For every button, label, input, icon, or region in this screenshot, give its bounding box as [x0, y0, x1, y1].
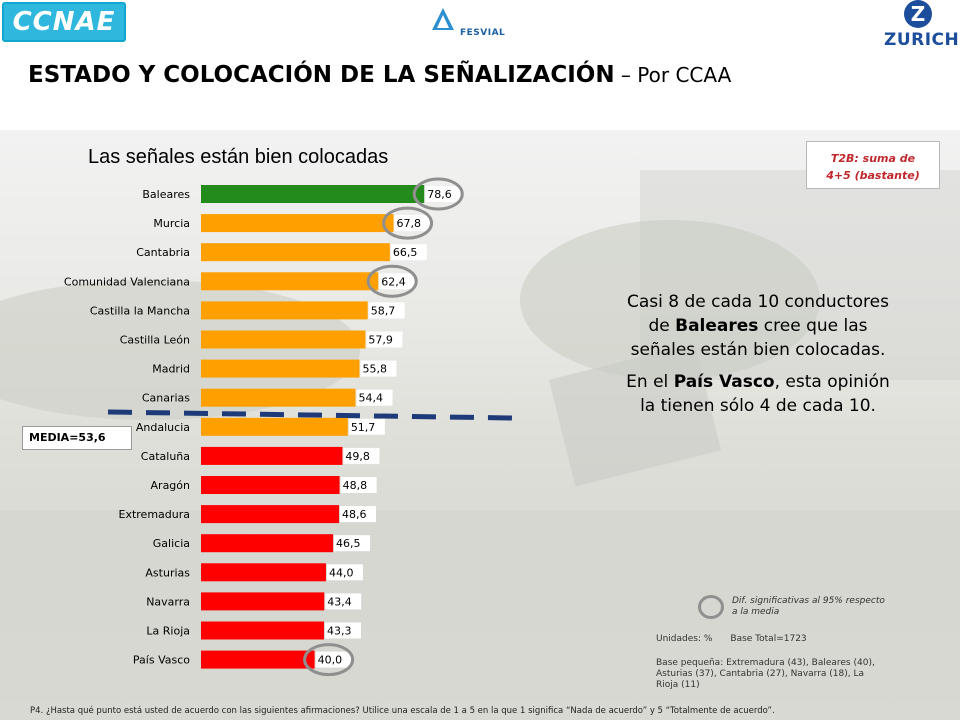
fesvial-mark-icon	[432, 8, 454, 30]
bar	[201, 185, 425, 203]
category-label: Baleares	[142, 188, 190, 201]
zurich-logo: Z ZURICH	[884, 0, 960, 50]
units-line: Unidades: % Base Total=1723	[656, 634, 807, 644]
value-label: 67,8	[397, 217, 422, 230]
bar	[201, 621, 324, 640]
bar	[201, 301, 368, 320]
category-label: Navarra	[146, 595, 190, 608]
category-label: Asturias	[145, 566, 190, 579]
value-label-bg	[334, 535, 371, 552]
bar	[201, 330, 366, 349]
bar	[201, 534, 334, 553]
value-label-bg	[379, 273, 416, 290]
bar	[201, 505, 340, 524]
value-label-bg	[324, 622, 361, 639]
value-label-bg	[340, 477, 377, 493]
fesvial-logo: FESVIAL	[426, 6, 510, 42]
category-label: Cataluña	[141, 450, 190, 463]
value-label-bg	[348, 418, 385, 435]
value-label-bg	[343, 447, 380, 464]
bar	[201, 417, 348, 436]
category-label: Madrid	[152, 363, 190, 376]
significance-circle-icon	[698, 595, 724, 619]
value-label: 51,7	[351, 421, 376, 434]
value-label-bg	[390, 244, 427, 261]
small-base-note: Base pequeña: Extremadura (43), Baleares…	[656, 658, 875, 690]
category-label: Extremadura	[119, 508, 191, 521]
value-label: 54,4	[358, 392, 383, 405]
bar	[201, 272, 379, 291]
value-label-bg	[360, 360, 397, 377]
value-label-bg	[425, 186, 462, 202]
bar	[201, 214, 394, 233]
category-label: Comunidad Valenciana	[64, 275, 190, 288]
value-label-bg	[356, 389, 393, 406]
significance-circle	[382, 206, 434, 240]
value-label-bg	[326, 564, 363, 581]
value-label: 62,4	[381, 275, 406, 288]
bar	[201, 446, 343, 465]
value-label-bg	[340, 506, 377, 523]
t2b-badge: T2B: suma de 4+5 (bastante)	[806, 141, 940, 189]
value-label-bg	[325, 593, 362, 610]
value-label: 40,0	[318, 654, 343, 667]
value-label: 57,9	[368, 334, 393, 347]
category-label: Castilla León	[120, 334, 190, 347]
page-subtitle: – Por CCAA	[614, 63, 732, 87]
category-label: Aragón	[151, 479, 191, 492]
category-label: La Rioja	[146, 625, 190, 638]
category-label: Canarias	[142, 392, 190, 405]
chart-title: Las señales están bien colocadas	[88, 146, 389, 168]
value-label: 49,8	[345, 450, 370, 463]
ccnae-logo: CCNAE	[2, 2, 126, 42]
insight-paragraph-1: Casi 8 de cada 10 conductores de Baleare…	[627, 292, 889, 360]
bar	[201, 359, 360, 378]
bar	[201, 563, 326, 582]
category-label: Andalucia	[136, 421, 190, 434]
value-label: 78,6	[427, 188, 452, 201]
category-label: País Vasco	[133, 654, 190, 667]
mean-label: MEDIA=53,6	[22, 426, 132, 450]
bar	[201, 243, 390, 262]
zurich-z-icon: Z	[904, 0, 932, 28]
value-label: 46,5	[336, 537, 361, 550]
significance-circle	[366, 264, 418, 298]
bar	[201, 388, 356, 407]
category-label: Castilla la Mancha	[90, 304, 190, 317]
page-title: ESTADO Y COLOCACIÓN DE LA SEÑALIZACIÓN –…	[28, 62, 732, 88]
value-label: 55,8	[362, 363, 387, 376]
value-label-bg	[366, 331, 403, 348]
value-label: 43,3	[327, 625, 352, 638]
value-label-bg	[394, 215, 431, 232]
legend-text: Dif. significativas al 95% respecto a la…	[732, 596, 885, 617]
bar	[201, 592, 325, 611]
value-label: 58,7	[371, 304, 396, 317]
insight-note: Casi 8 de cada 10 conductores de Baleare…	[620, 290, 896, 426]
value-label-bg	[368, 302, 405, 319]
significance-circle	[412, 177, 464, 211]
category-label: Cantabria	[136, 246, 190, 259]
question-footnote: P4. ¿Hasta qué punto está usted de acuer…	[30, 706, 775, 716]
bar	[201, 650, 315, 669]
value-label: 66,5	[393, 246, 418, 259]
mean-dashed-line	[107, 409, 513, 421]
significance-circle	[303, 643, 355, 677]
category-label: Murcia	[153, 217, 190, 230]
value-label: 48,6	[342, 508, 367, 521]
category-label: Galicia	[153, 537, 190, 550]
insight-paragraph-2: En el País Vasco, esta opinión la tienen…	[626, 372, 890, 416]
value-label: 48,8	[343, 479, 368, 492]
bar	[201, 476, 340, 494]
value-label: 44,0	[329, 566, 354, 579]
value-label: 43,4	[327, 595, 352, 608]
value-label-bg	[315, 651, 352, 668]
